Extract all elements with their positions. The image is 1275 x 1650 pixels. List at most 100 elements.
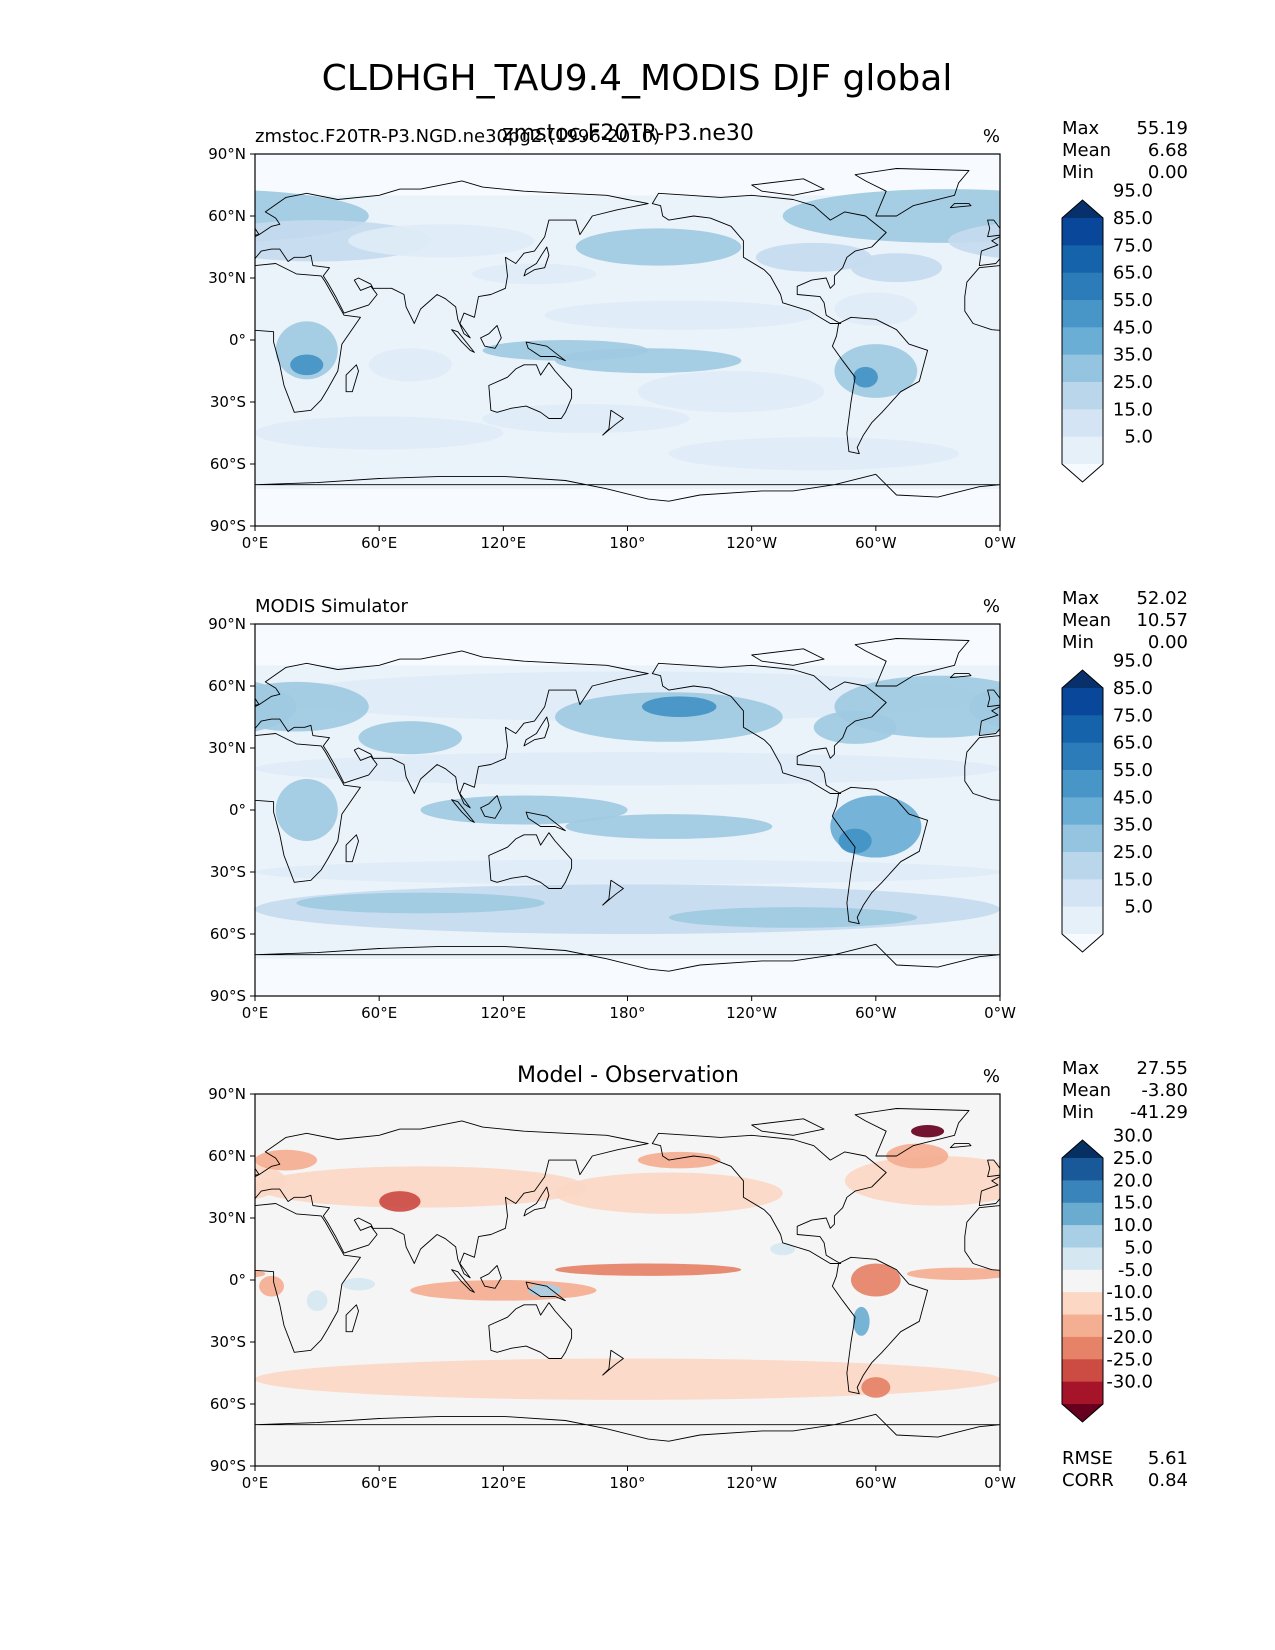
colorbar-tick-label: 10.0 xyxy=(1113,1215,1153,1236)
colorbar-tick-label: -15.0 xyxy=(1106,1305,1153,1326)
colorbar-tick-label: 55.0 xyxy=(1113,760,1153,781)
stat-value: -3.80 xyxy=(1141,1080,1188,1101)
field-blob xyxy=(838,828,872,854)
colorbar-bin xyxy=(1062,1359,1103,1383)
field-blob xyxy=(379,1191,421,1212)
colorbar-tick-label: 15.0 xyxy=(1113,869,1153,890)
colorbar: 5.0 15.0 25.0 35.0 45.0 55.0 65.0 75.0 85.0 95.0 xyxy=(1061,651,1153,953)
colorbar-tick-label: -30.0 xyxy=(1106,1372,1153,1393)
coastline xyxy=(488,832,573,889)
coastline xyxy=(488,1302,573,1359)
stat-label: Mean xyxy=(1062,610,1111,631)
coastline xyxy=(255,697,260,706)
coastline xyxy=(999,954,1000,956)
colorbar-bin xyxy=(1062,1225,1103,1248)
colorbar-bin xyxy=(1062,1381,1103,1405)
y-tick-label: 60°S xyxy=(210,925,246,943)
coastline xyxy=(831,786,929,925)
colorbar-tick-label: 20.0 xyxy=(1113,1170,1153,1191)
colorbar-bin xyxy=(1062,742,1103,771)
stat-value: 27.55 xyxy=(1136,1058,1188,1079)
coastline xyxy=(949,203,972,209)
coastline xyxy=(1271,812,1275,831)
coastline xyxy=(651,192,887,324)
coastline xyxy=(987,689,1000,708)
coastline xyxy=(255,1203,361,1353)
panel-units: % xyxy=(983,126,1000,147)
field-blob xyxy=(341,1277,376,1291)
field-blob xyxy=(948,223,1000,259)
coastline xyxy=(1226,796,1247,819)
field-blob xyxy=(368,348,452,382)
colorbar-tick-label: 45.0 xyxy=(1113,787,1153,808)
colorbar-bin xyxy=(1062,1314,1103,1338)
coastline xyxy=(345,1304,359,1333)
y-tick-label: 90°S xyxy=(210,1457,246,1475)
coastline xyxy=(854,168,970,217)
colorbar-bin xyxy=(1062,715,1103,744)
field-blob xyxy=(275,779,338,841)
y-tick-label: 90°N xyxy=(208,615,246,633)
stat-value: 0.84 xyxy=(1148,1470,1188,1491)
stat-label: Max xyxy=(1062,1058,1100,1079)
colorbar-bin xyxy=(1062,218,1103,246)
y-tick-label: 0° xyxy=(229,1271,246,1289)
x-tick-label: 0°W xyxy=(984,534,1016,552)
colorbar-bin xyxy=(1062,409,1103,438)
coastline xyxy=(255,227,260,236)
panel-center-title: Model - Observation xyxy=(517,1063,739,1088)
colorbar-extend-max xyxy=(1062,670,1103,688)
coastline xyxy=(987,219,1000,238)
map-field-2 xyxy=(255,624,1275,996)
colorbar-bin xyxy=(1062,300,1103,328)
coastline xyxy=(651,1132,887,1264)
coastline xyxy=(488,362,573,419)
y-tick-label: 30°N xyxy=(208,1209,246,1227)
panel-stats: Max 27.55 Mean -3.80 Min -41.29 xyxy=(1062,1058,1188,1123)
field-blob xyxy=(637,1151,721,1169)
field-blob xyxy=(290,354,324,376)
stat-label: Min xyxy=(1062,1102,1094,1123)
y-ticks: 90°N 60°N 30°N 0° 30°S 60°S 90°S xyxy=(208,1085,255,1475)
colorbar-outline xyxy=(1061,669,1104,953)
field-blob xyxy=(296,892,545,914)
colorbar-bin xyxy=(1062,382,1103,410)
field-blob xyxy=(482,404,690,433)
colorbar-bin xyxy=(1062,770,1103,798)
field-blob xyxy=(255,1149,318,1171)
colorbar-bin xyxy=(1062,1292,1103,1316)
coastline xyxy=(523,1186,550,1217)
panel-units: % xyxy=(983,1066,1000,1087)
field-blob xyxy=(851,1263,901,1297)
y-tick-label: 60°N xyxy=(208,677,246,695)
colorbar-tick-label: 35.0 xyxy=(1113,815,1153,836)
colorbar-tick-label: 5.0 xyxy=(1124,427,1153,448)
colorbar-tick-label: 30.0 xyxy=(1113,1126,1153,1147)
stat-value: 10.57 xyxy=(1136,610,1188,631)
coastline xyxy=(255,943,1000,972)
map-field-1 xyxy=(255,154,1275,526)
colorbar-tick-label: 25.0 xyxy=(1113,842,1153,863)
field-blob xyxy=(255,416,504,450)
stat-label: RMSE xyxy=(1062,1448,1113,1469)
coastline xyxy=(854,638,970,687)
map-panel-2: 0°E 60°E 120°E 180° 120°W 60°W 0°W 90°N 60°N 30°N… xyxy=(208,588,1275,1022)
field-blob xyxy=(410,1280,597,1301)
coastline xyxy=(1269,247,1275,276)
colorbar-tick-label: 75.0 xyxy=(1113,235,1153,256)
colorbar-bin xyxy=(1062,327,1103,356)
coastline xyxy=(1271,1282,1275,1301)
coastline xyxy=(751,178,825,196)
y-tick-label: 30°S xyxy=(210,393,246,411)
colorbar-bin xyxy=(1062,852,1103,880)
panel-stats: Max 55.19 Mean 6.68 Min 0.00 xyxy=(1062,118,1188,183)
colorbar-bin xyxy=(1062,1336,1103,1360)
panel-left-title: zmstoc.F20TR-P3.NGD.ne30pg2.(1996-2010) xyxy=(255,126,660,147)
y-tick-label: 30°S xyxy=(210,863,246,881)
x-tick-label: 120°W xyxy=(726,1474,777,1492)
y-tick-label: 30°S xyxy=(210,1333,246,1351)
coastline xyxy=(525,341,566,362)
field-blob xyxy=(555,348,742,374)
colorbar-extend-min xyxy=(1062,1404,1103,1422)
